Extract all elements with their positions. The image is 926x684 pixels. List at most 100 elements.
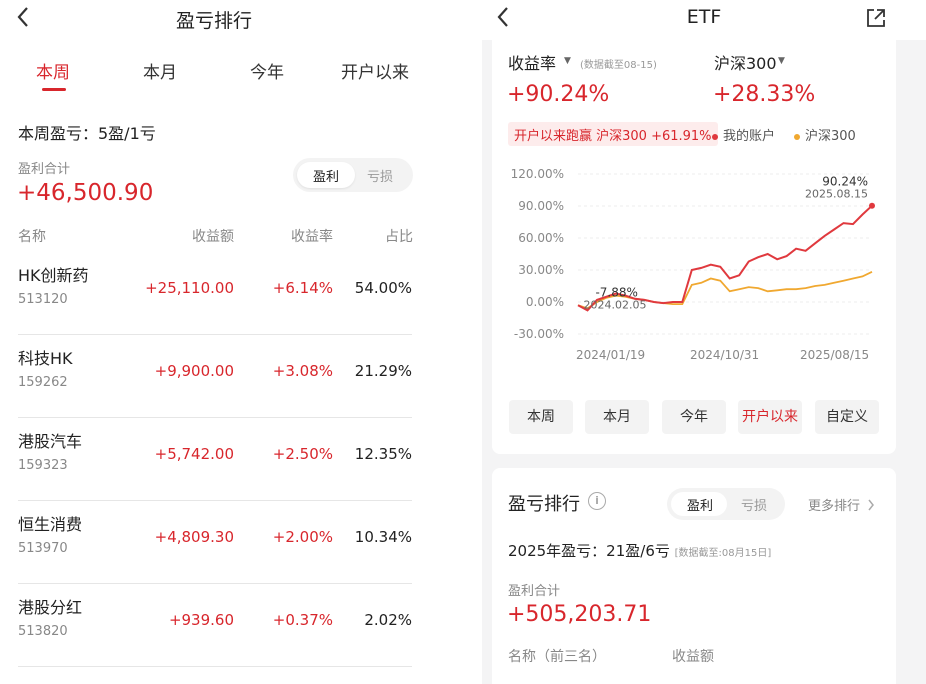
x-tick: 2025/08/15 [800, 348, 870, 362]
right-navbar: ETF [482, 0, 926, 40]
ranking-card: 盈亏排行 i 盈利 亏损 更多排行 2025年盈亏：21盈/6亏 [数据截至:0… [492, 468, 896, 684]
chart-grid [578, 173, 872, 335]
toggle-loss[interactable]: 亏损 [740, 499, 767, 514]
row-share: 54.00% [354, 279, 412, 297]
back-icon[interactable] [496, 6, 510, 34]
row-amount: +939.60 [168, 611, 234, 629]
table-row[interactable]: 科技HK 159262 +9,900.00 +3.08% 21.29% [0, 335, 428, 418]
caret-down-icon[interactable]: ▼ [564, 56, 571, 66]
row-rate: +3.08% [272, 362, 333, 380]
etf-title: ETF [686, 6, 722, 28]
table-row[interactable]: 港股分红 513820 +939.60 +0.37% 2.02% [0, 584, 428, 667]
active-tab-indicator [42, 88, 66, 91]
row-share: 21.29% [354, 362, 412, 380]
year-summary-note: [数据截至:08月15日] [674, 548, 772, 559]
row-divider [18, 500, 412, 501]
range-this-week[interactable]: 本周 [509, 400, 573, 434]
y-tick: 120.00% [510, 167, 564, 181]
toggle-profit[interactable]: 盈利 [686, 499, 713, 514]
legend-index-label: 沪深300 [805, 129, 856, 144]
row-rate: +2.50% [272, 445, 333, 463]
metric-return-note: (数据截至08-15) [580, 60, 657, 71]
metric-return-label[interactable]: 收益率 [508, 54, 557, 73]
chevron-right-icon [864, 499, 875, 514]
metric-index-value: +28.33% [713, 82, 816, 107]
annotation-min-date: 2024.02.05 [583, 298, 646, 311]
row-code: 513820 [18, 624, 68, 639]
row-amount: +5,742.00 [154, 445, 234, 463]
table-row[interactable]: 港股汽车 159323 +5,742.00 +2.50% 12.35% [0, 418, 428, 501]
year-summary: 2025年盈亏：21盈/6亏 [数据截至:08月15日] [508, 540, 771, 561]
range-since-opening[interactable]: 开户以来 [738, 400, 802, 434]
row-rate: +6.14% [272, 279, 333, 297]
row-amount: +4,809.30 [154, 528, 234, 546]
row-share: 10.34% [354, 528, 412, 546]
tab-this-month[interactable]: 本月 [143, 63, 177, 83]
annotation-min-value: -7.88% [595, 285, 637, 299]
row-code: 513970 [18, 541, 68, 556]
ranking-total-value: +505,203.71 [507, 602, 652, 627]
total-label: 盈利合计 [18, 162, 71, 177]
y-tick: 60.00% [518, 231, 564, 245]
series-line-account [577, 204, 873, 312]
week-summary: 本周盈亏：5盈/1亏 [18, 124, 156, 143]
row-code: 159262 [18, 375, 68, 390]
returns-card: 收益率 ▼ (数据截至08-15) +90.24% 沪深300 ▼ +28.33… [492, 40, 896, 454]
toggle-loss[interactable]: 亏损 [366, 170, 393, 185]
ranking-title: 盈亏排行 [508, 494, 580, 515]
row-divider [18, 583, 412, 584]
range-this-month[interactable]: 本月 [585, 400, 649, 434]
y-tick: 30.00% [518, 263, 564, 277]
col-rate: 收益率 [291, 229, 333, 245]
row-name: 港股汽车 [18, 432, 83, 451]
toggle-profit[interactable]: 盈利 [312, 170, 339, 185]
row-amount: +9,900.00 [154, 362, 234, 380]
row-divider [18, 334, 412, 335]
tab-this-week[interactable]: 本周 [36, 63, 70, 83]
col-name-top3: 名称（前三名） [508, 649, 606, 665]
metric-index-label[interactable]: 沪深300 [714, 54, 777, 73]
y-tick: 0.00% [525, 295, 564, 309]
row-name: 科技HK [18, 349, 73, 368]
col-share: 占比 [385, 229, 413, 245]
legend-dot-index [794, 133, 800, 140]
legend-account-label: 我的账户 [723, 129, 776, 144]
table-row[interactable]: HK创新药 513120 +25,110.00 +6.14% 54.00% [0, 252, 428, 335]
ranking-profit-loss-toggle[interactable]: 盈利 亏损 [667, 488, 785, 520]
table-row[interactable]: 恒生消费 513970 +4,809.30 +2.00% 10.34% [0, 501, 428, 584]
toggle-selected-bg [297, 162, 355, 188]
back-icon[interactable] [16, 6, 30, 34]
returns-chart[interactable]: -7.88% 2024.02.05 90.24% 2025.08.15 [492, 40, 896, 370]
year-summary-text: 2025年盈亏：21盈/6亏 [508, 542, 670, 560]
tab-since-opening[interactable]: 开户以来 [341, 63, 409, 83]
row-rate: +0.37% [272, 611, 333, 629]
row-share: 12.35% [354, 445, 412, 463]
left-panel: 盈亏排行 本周 本月 今年 开户以来 本周盈亏：5盈/1亏 盈利合计 +46,5… [0, 0, 428, 684]
outperform-badge: 开户以来跑赢 沪深300 +61.91% [508, 122, 718, 146]
row-divider [18, 666, 412, 667]
legend-account: 我的账户 [712, 125, 775, 144]
caret-down-icon[interactable]: ▼ [778, 56, 785, 66]
more-ranking-label: 更多排行 [808, 499, 861, 514]
profit-loss-toggle[interactable]: 盈利 亏损 [293, 158, 413, 192]
col-name: 名称 [18, 229, 46, 245]
x-tick: 2024/10/31 [690, 348, 760, 362]
tab-this-year[interactable]: 今年 [250, 63, 284, 83]
more-ranking-link[interactable]: 更多排行 [808, 495, 875, 514]
range-custom[interactable]: 自定义 [815, 400, 879, 434]
page-title: 盈亏排行 [175, 10, 252, 32]
metric-return-value: +90.24% [507, 82, 610, 107]
annotation-max-value: 90.24% [822, 175, 868, 189]
left-navbar: 盈亏排行 [0, 0, 428, 38]
row-name: 港股分红 [18, 598, 83, 617]
row-divider [18, 417, 412, 418]
row-rate: +2.00% [272, 528, 333, 546]
legend-dot-account [712, 133, 718, 140]
total-value: +46,500.90 [17, 180, 154, 206]
x-tick: 2024/01/19 [576, 348, 646, 362]
range-this-year[interactable]: 今年 [662, 400, 726, 434]
right-panel: ETF 收益率 ▼ (数据截至08-15) +90.24% 沪深300 ▼ +2… [482, 0, 926, 684]
info-icon[interactable]: i [588, 492, 606, 510]
legend-index: 沪深300 [794, 125, 856, 144]
share-external-icon[interactable] [866, 8, 886, 28]
